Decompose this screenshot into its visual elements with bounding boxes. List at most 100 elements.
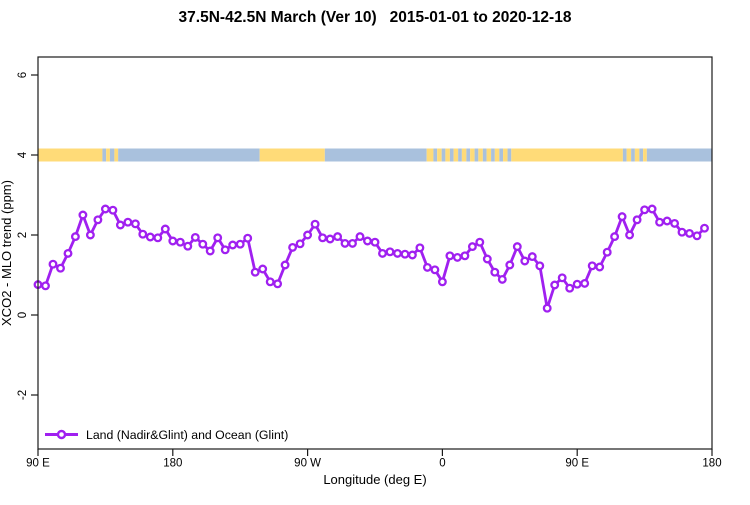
data-point-marker — [617, 212, 627, 222]
band-land-segment — [626, 148, 632, 162]
band-land-segment — [634, 148, 640, 162]
data-point-marker — [56, 263, 65, 273]
band-land-segment — [114, 148, 119, 162]
band-land-segment — [437, 148, 442, 162]
band-ocean-segment — [466, 148, 471, 162]
band-ocean-segment — [449, 148, 454, 162]
data-point-marker — [550, 280, 560, 290]
band-ocean-segment — [631, 148, 635, 162]
data-point-marker — [273, 279, 283, 289]
data-point-marker — [400, 249, 410, 259]
data-point-marker — [235, 239, 245, 249]
data-point-marker — [183, 241, 193, 251]
data-point-marker — [310, 219, 320, 229]
band-land-segment — [445, 148, 450, 162]
x-tick-label: 90 E — [565, 458, 589, 470]
data-point-marker — [475, 237, 485, 247]
x-axis-title: Longitude (deg E) — [323, 472, 426, 487]
data-point-marker — [348, 238, 357, 248]
data-point-marker — [422, 262, 432, 272]
data-point-marker — [393, 248, 402, 258]
data-point-marker — [220, 245, 230, 255]
data-point-marker — [565, 283, 575, 293]
band-land-segment — [486, 148, 492, 162]
data-point-marker — [662, 216, 672, 226]
data-point-marker — [692, 231, 702, 241]
data-point-marker — [535, 261, 545, 271]
data-point-marker — [78, 210, 88, 220]
data-point-marker — [378, 248, 387, 258]
x-tick-label: 90 E — [26, 458, 50, 470]
band-land-segment — [478, 148, 483, 162]
data-point-marker — [685, 228, 694, 238]
y-tick-label: -2 — [17, 390, 29, 400]
data-point-marker — [482, 254, 492, 264]
data-series — [33, 204, 709, 313]
data-point-marker — [640, 205, 650, 215]
legend-label: Land (Nadir&Glint) and Ocean (Glint) — [86, 428, 288, 442]
band-land-segment — [511, 148, 623, 162]
data-point-marker — [63, 248, 73, 258]
data-point-marker — [153, 233, 163, 243]
data-point-marker — [138, 229, 148, 239]
band-land-segment — [503, 148, 508, 162]
data-point-marker — [123, 217, 133, 227]
data-point-marker — [115, 220, 125, 230]
plot-frame — [37, 56, 713, 450]
y-tick-label: 4 — [17, 151, 29, 158]
data-point-marker — [452, 252, 462, 262]
data-point-marker — [288, 242, 298, 252]
data-point-marker — [48, 259, 58, 269]
data-point-marker — [130, 219, 140, 229]
band-land-segment — [461, 148, 467, 162]
data-point-marker — [467, 242, 477, 252]
band-land-segment — [494, 148, 500, 162]
data-point-marker — [580, 278, 590, 288]
data-point-marker — [520, 256, 530, 266]
data-point-marker — [625, 230, 635, 240]
band-ocean-segment — [109, 148, 115, 162]
data-point-marker — [610, 232, 620, 242]
land-ocean-band — [38, 148, 712, 162]
data-point-marker — [587, 261, 597, 271]
band-ocean-segment — [491, 148, 495, 162]
band-land-segment — [259, 148, 325, 162]
data-point-marker — [407, 250, 417, 260]
data-point-marker — [258, 264, 268, 274]
data-point-marker — [333, 232, 343, 242]
data-point-marker — [243, 233, 253, 243]
data-point-marker — [655, 217, 665, 227]
x-tick-label: 90 W — [294, 458, 321, 470]
data-point-marker — [190, 232, 200, 242]
legend-marker-sample — [56, 429, 67, 440]
data-point-marker — [437, 277, 447, 287]
data-point-marker — [602, 247, 612, 257]
band-ocean-segment — [646, 148, 712, 162]
data-point-marker — [175, 237, 185, 247]
data-point-marker — [168, 236, 178, 246]
data-point-marker — [363, 236, 372, 246]
band-ocean-segment — [433, 148, 438, 162]
data-point-marker — [670, 218, 680, 228]
data-point-marker — [542, 303, 552, 313]
y-tick-label: 0 — [17, 312, 29, 318]
band-ocean-segment — [482, 148, 487, 162]
data-point-marker — [145, 232, 155, 242]
band-ocean-segment — [118, 148, 260, 162]
data-point-marker — [41, 281, 50, 291]
data-point-marker — [85, 230, 95, 240]
data-point-marker — [160, 224, 170, 234]
data-point-marker — [250, 267, 260, 277]
data-point-marker — [460, 251, 470, 261]
chart-title: 37.5N-42.5N March (Ver 10) 2015-01-01 to… — [179, 9, 572, 26]
data-point-marker — [572, 279, 582, 289]
band-land-segment — [38, 148, 103, 162]
data-point-marker — [303, 230, 313, 240]
data-point-marker — [340, 238, 350, 248]
y-tick-label: 2 — [17, 232, 29, 238]
data-point-marker — [647, 204, 657, 214]
data-point-marker — [385, 247, 395, 257]
data-point-marker — [108, 205, 118, 215]
